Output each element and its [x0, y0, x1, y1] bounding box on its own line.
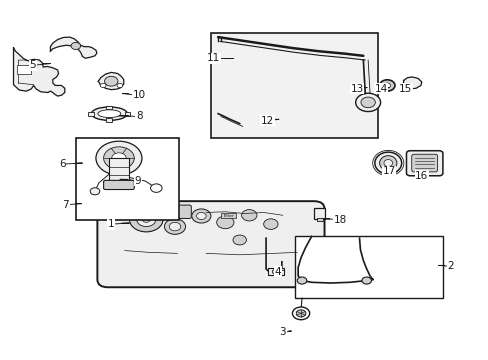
Bar [294, 237, 443, 298]
Text: 16: 16 [414, 171, 427, 181]
Text: 11: 11 [207, 53, 220, 63]
Circle shape [169, 222, 181, 231]
Bar [17, 66, 31, 74]
Circle shape [241, 210, 256, 221]
Ellipse shape [383, 159, 392, 167]
Circle shape [104, 76, 118, 86]
Text: Filter: Filter [223, 213, 234, 218]
Text: 7: 7 [62, 200, 69, 210]
Polygon shape [403, 77, 421, 89]
Text: 3: 3 [279, 327, 285, 337]
Text: 5: 5 [29, 60, 36, 70]
Text: 2: 2 [447, 261, 453, 271]
Circle shape [112, 153, 126, 163]
FancyBboxPatch shape [103, 180, 134, 189]
Bar [221, 213, 235, 218]
Polygon shape [14, 48, 64, 96]
Circle shape [292, 307, 309, 320]
Text: 12: 12 [260, 116, 274, 126]
Text: 14: 14 [374, 84, 387, 94]
Ellipse shape [379, 156, 396, 171]
Circle shape [296, 310, 305, 317]
Circle shape [71, 42, 81, 49]
Polygon shape [50, 37, 97, 58]
Bar [76, 138, 179, 220]
Text: 10: 10 [132, 90, 145, 100]
Circle shape [272, 269, 279, 274]
Circle shape [103, 147, 134, 170]
Text: 17: 17 [382, 166, 395, 176]
Ellipse shape [91, 107, 127, 120]
Text: 9: 9 [135, 176, 141, 186]
Circle shape [361, 277, 371, 284]
Circle shape [297, 277, 306, 284]
Bar [109, 158, 128, 182]
FancyBboxPatch shape [165, 205, 191, 219]
Circle shape [96, 141, 142, 175]
Circle shape [355, 93, 380, 112]
Circle shape [383, 83, 390, 88]
Text: 15: 15 [398, 84, 411, 94]
Circle shape [150, 184, 162, 192]
Bar [106, 118, 112, 122]
Circle shape [232, 235, 246, 245]
Text: 18: 18 [333, 215, 346, 225]
Ellipse shape [374, 152, 401, 174]
Bar [314, 208, 325, 219]
FancyBboxPatch shape [411, 154, 437, 172]
Circle shape [164, 219, 185, 234]
Text: 1: 1 [108, 219, 114, 229]
Polygon shape [98, 72, 123, 90]
Circle shape [100, 83, 106, 87]
Bar [267, 268, 283, 275]
Bar [88, 112, 94, 116]
Circle shape [136, 212, 156, 226]
Text: 4: 4 [274, 267, 281, 277]
Circle shape [379, 80, 394, 91]
Circle shape [191, 209, 210, 223]
Circle shape [263, 219, 278, 229]
Bar [210, 32, 377, 138]
FancyBboxPatch shape [406, 151, 442, 176]
Ellipse shape [98, 110, 121, 118]
Bar [124, 112, 130, 116]
Circle shape [142, 217, 150, 222]
Circle shape [117, 83, 122, 87]
Text: 13: 13 [350, 84, 363, 94]
Circle shape [196, 212, 206, 220]
Bar [316, 218, 322, 221]
Circle shape [129, 207, 163, 232]
Text: 8: 8 [136, 112, 142, 121]
Circle shape [90, 188, 100, 195]
Circle shape [360, 97, 375, 108]
Circle shape [216, 216, 233, 229]
Text: 6: 6 [59, 159, 65, 169]
Bar [106, 105, 112, 109]
FancyBboxPatch shape [97, 201, 324, 287]
